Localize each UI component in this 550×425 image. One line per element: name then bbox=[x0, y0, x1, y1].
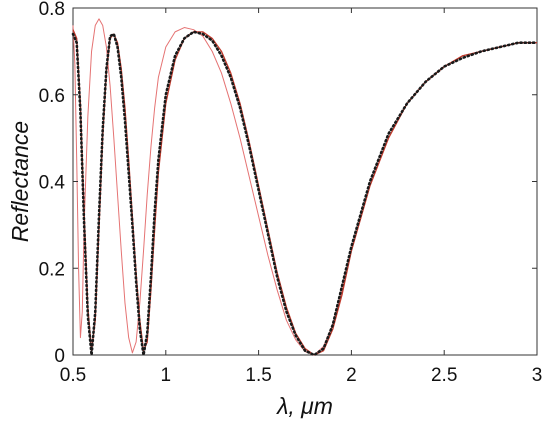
y-axis-title: Reflectance bbox=[7, 121, 33, 242]
series-line-thin-red bbox=[72, 18, 537, 356]
x-tick-label: 2 bbox=[346, 365, 357, 386]
x-tick-label: 1 bbox=[161, 365, 172, 386]
y-tick-label: 0.6 bbox=[39, 86, 65, 107]
x-tick-label: 3 bbox=[532, 365, 543, 386]
x-tick-label: 0.5 bbox=[60, 365, 86, 386]
ticks-layer: 0.5 1 1.5 2 2.5 3 0 0.2 0.4 0.6 0.8 bbox=[39, 0, 543, 386]
series-line-red bbox=[72, 29, 537, 356]
y-tick-label: 0.2 bbox=[39, 259, 65, 280]
y-tick-label: 0.8 bbox=[39, 0, 65, 20]
x-tick-label: 2.5 bbox=[431, 365, 457, 386]
series-line-dotted bbox=[71, 30, 539, 357]
series-layer bbox=[71, 18, 539, 357]
plot-area-frame bbox=[72, 7, 538, 356]
y-tick-label: 0.4 bbox=[39, 173, 66, 194]
x-axis-title: λ, μm bbox=[275, 393, 333, 419]
y-tick-label: 0 bbox=[54, 346, 65, 367]
x-tick-label: 1.5 bbox=[245, 365, 271, 386]
